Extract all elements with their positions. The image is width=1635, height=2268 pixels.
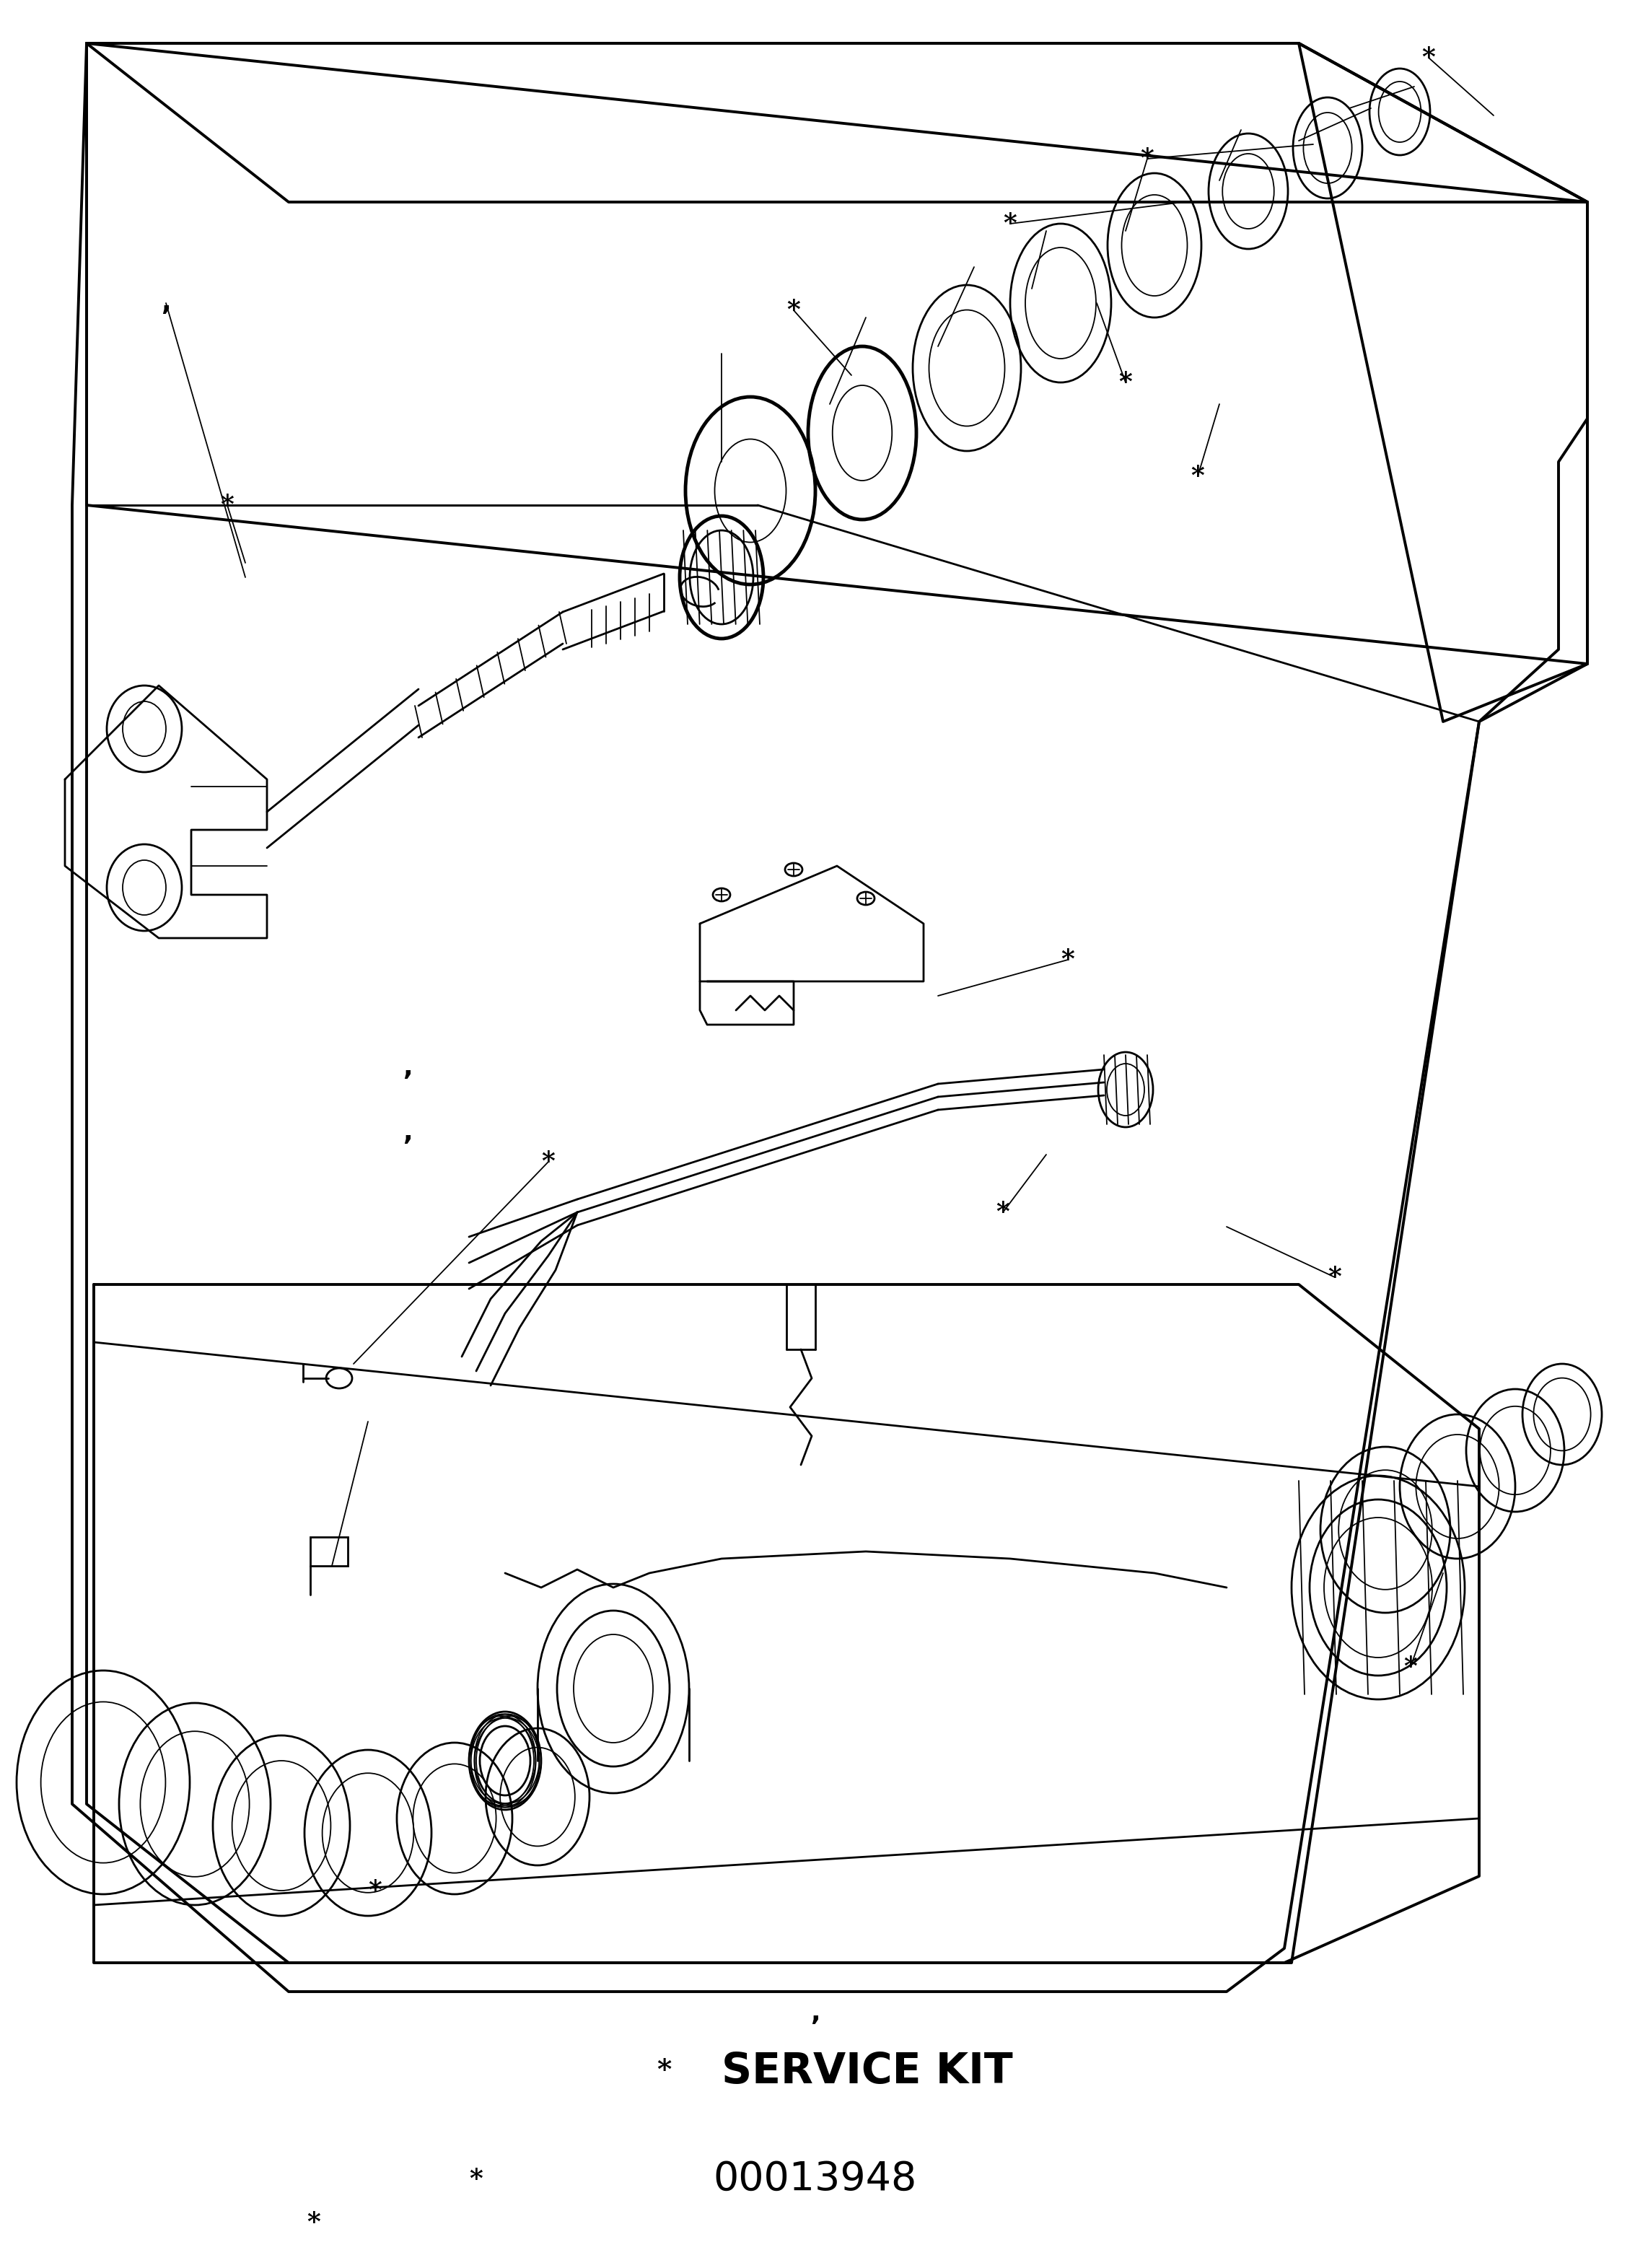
Bar bbox=[311, 1538, 348, 1565]
Text: *: * bbox=[996, 1200, 1010, 1225]
Text: *: * bbox=[1328, 1266, 1342, 1290]
Text: 00013948: 00013948 bbox=[713, 2159, 917, 2198]
Text: ,: , bbox=[402, 1120, 412, 1145]
Text: ,: , bbox=[160, 290, 172, 315]
Text: *: * bbox=[1404, 1656, 1418, 1678]
Text: *: * bbox=[657, 2057, 670, 2084]
Text: *: * bbox=[1061, 948, 1074, 973]
Text: ,: , bbox=[402, 1055, 412, 1080]
Text: *: * bbox=[1118, 370, 1133, 395]
Text: *: * bbox=[541, 1150, 556, 1175]
Text: *: * bbox=[786, 297, 801, 322]
Text: *: * bbox=[1190, 465, 1205, 488]
Text: *: * bbox=[368, 1878, 383, 1903]
Text: *: * bbox=[1004, 211, 1017, 236]
Text: *: * bbox=[1141, 147, 1154, 170]
Text: *: * bbox=[221, 492, 234, 517]
Text: *: * bbox=[469, 2166, 482, 2191]
Text: *: * bbox=[1422, 45, 1436, 70]
Text: SERVICE KIT: SERVICE KIT bbox=[721, 2050, 1012, 2091]
Text: ,: , bbox=[811, 2000, 821, 2025]
Text: *: * bbox=[307, 2211, 320, 2234]
